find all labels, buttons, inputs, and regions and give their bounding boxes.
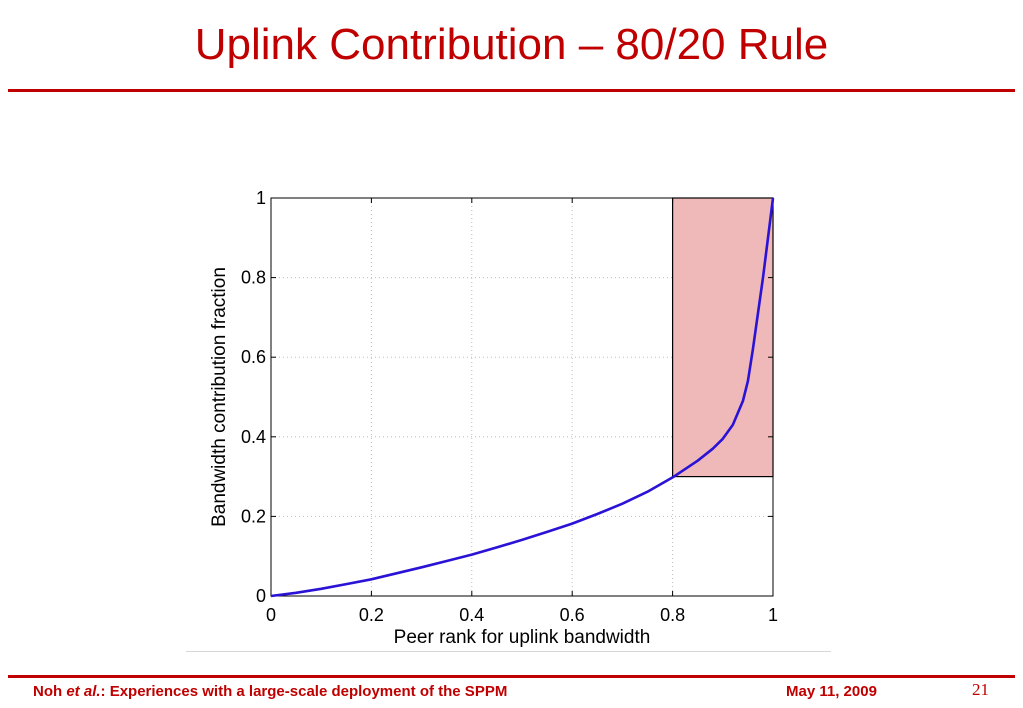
y-tick-label: 0.8 <box>241 268 266 288</box>
x-tick-label: 0.8 <box>660 605 685 625</box>
footer-etal: et al. <box>66 683 101 700</box>
footer-citation: Noh et al.: Experiences with a large-sca… <box>33 683 507 700</box>
highlight-region <box>671 197 774 478</box>
y-tick-label: 0.2 <box>241 506 266 526</box>
footer-divider <box>8 675 1015 678</box>
x-tick-label: 0.4 <box>459 605 484 625</box>
y-tick-label: 1 <box>256 188 266 208</box>
x-tick-label: 0.6 <box>560 605 585 625</box>
y-tick-label: 0 <box>256 586 266 606</box>
footer-author: Noh <box>33 683 63 700</box>
slide-title: Uplink Contribution – 80/20 Rule <box>194 20 829 69</box>
footer-paper-title: : Experiences with a large-scale deploym… <box>100 683 508 700</box>
x-tick-label: 1 <box>768 605 778 625</box>
y-tick-label: 0.6 <box>241 347 266 367</box>
x-tick-label: 0.2 <box>359 605 384 625</box>
plot-area-frame <box>270 197 774 597</box>
title-divider <box>8 89 1015 92</box>
x-axis-label: Peer rank for uplink bandwidth <box>394 627 651 648</box>
y-axis-label: Bandwidth contribution fraction <box>209 267 230 527</box>
chart-underline <box>186 651 831 652</box>
footer-date: May 11, 2009 <box>786 683 877 700</box>
page-number: 21 <box>972 680 989 699</box>
series-line <box>270 197 775 598</box>
chart-tick-labels: 0 0.2 0.4 0.6 0.8 1 0 0.2 0.4 0.6 0.8 1 <box>241 188 778 625</box>
y-tick-label: 0.4 <box>241 427 266 447</box>
x-tick-label: 0 <box>266 605 276 625</box>
